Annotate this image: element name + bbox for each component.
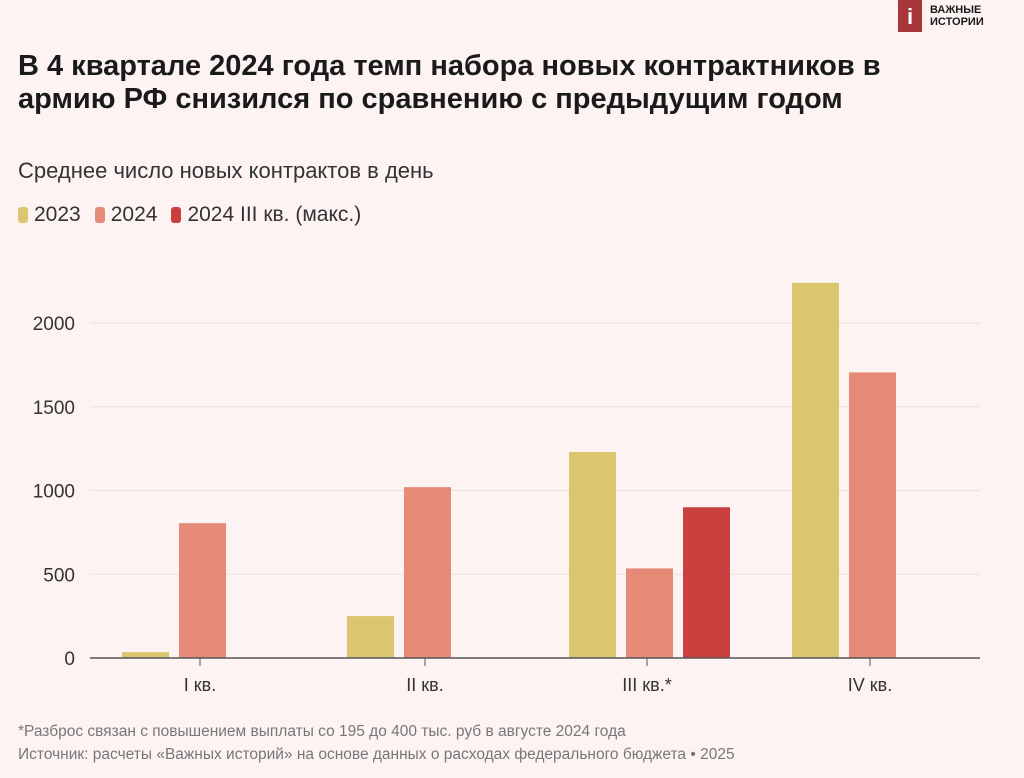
bar-2024-3 xyxy=(626,568,673,658)
x-tick-label: IV кв. xyxy=(848,675,892,695)
y-tick-label: 1000 xyxy=(33,482,75,503)
legend-label: 2024 III кв. (макс.) xyxy=(187,203,362,226)
bar-2024-4 xyxy=(849,372,896,658)
legend-label: 2024 xyxy=(110,203,158,226)
footnote: *Разброс связан с повышением выплаты со … xyxy=(18,723,626,740)
x-tick-label: II кв. xyxy=(406,675,443,695)
logo-mark: i xyxy=(898,0,922,32)
legend: 2023 2024 2024 III кв. (макс.) xyxy=(18,203,361,227)
bar-2023-3 xyxy=(569,451,616,658)
bar-2024-2 xyxy=(404,487,451,658)
legend-item: 2023 xyxy=(18,203,81,227)
x-tick-label: III кв.* xyxy=(622,675,671,695)
legend-item: 2024 III кв. (макс.) xyxy=(171,203,361,227)
legend-swatch xyxy=(171,207,182,223)
source-note: Источник: расчеты «Важных историй» на ос… xyxy=(18,746,735,763)
legend-swatch xyxy=(18,207,28,223)
legend-item: 2024 xyxy=(94,203,158,227)
chart-title: В 4 квартале 2024 года темп набора новых… xyxy=(18,50,881,115)
legend-swatch xyxy=(94,207,105,223)
y-tick-label: 500 xyxy=(43,565,75,586)
logo: i ВАЖНЫЕ ИСТОРИИ xyxy=(898,0,1020,32)
y-tick-label: 2000 xyxy=(33,314,75,335)
bar-2024-iii--3 xyxy=(683,507,730,658)
bar-2023-1 xyxy=(122,652,169,658)
x-tick-label: I кв. xyxy=(184,675,216,695)
y-tick-label: 1500 xyxy=(33,398,75,419)
chart-subtitle: Среднее число новых контрактов в день xyxy=(18,158,434,183)
bar-2024-1 xyxy=(179,523,226,658)
legend-label: 2023 xyxy=(34,203,81,226)
logo-text: ВАЖНЫЕ ИСТОРИИ xyxy=(930,4,984,28)
bar-2023-2 xyxy=(347,616,394,658)
bar-2023-4 xyxy=(792,282,839,658)
y-tick-label: 0 xyxy=(64,649,75,670)
